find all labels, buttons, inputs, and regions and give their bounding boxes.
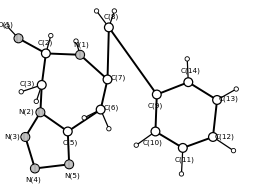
- Text: N(3): N(3): [4, 133, 19, 140]
- Circle shape: [5, 24, 9, 28]
- Circle shape: [208, 132, 217, 141]
- Circle shape: [14, 34, 23, 42]
- Circle shape: [76, 51, 84, 59]
- Circle shape: [112, 9, 116, 13]
- Circle shape: [185, 57, 189, 61]
- Circle shape: [152, 90, 161, 99]
- Circle shape: [19, 90, 23, 94]
- Circle shape: [103, 75, 112, 84]
- Circle shape: [49, 33, 53, 38]
- Circle shape: [76, 50, 85, 59]
- Text: C(9): C(9): [148, 102, 163, 109]
- Circle shape: [74, 39, 78, 43]
- Circle shape: [134, 143, 138, 147]
- Text: C(5): C(5): [63, 140, 78, 146]
- Text: N(1): N(1): [74, 41, 89, 48]
- Circle shape: [105, 23, 113, 32]
- Text: N(5): N(5): [64, 173, 80, 179]
- Text: O(1): O(1): [0, 22, 13, 29]
- Text: C(3): C(3): [20, 80, 35, 87]
- Circle shape: [36, 108, 45, 117]
- Text: N(4): N(4): [25, 177, 41, 183]
- Circle shape: [31, 164, 39, 173]
- Circle shape: [96, 105, 105, 114]
- Circle shape: [231, 149, 236, 153]
- Circle shape: [34, 99, 38, 104]
- Circle shape: [65, 160, 73, 168]
- Circle shape: [184, 78, 193, 87]
- Circle shape: [21, 133, 29, 141]
- Text: C(6): C(6): [104, 105, 119, 112]
- Text: C(11): C(11): [174, 156, 194, 163]
- Text: C(10): C(10): [143, 140, 163, 146]
- Text: C(2): C(2): [38, 39, 53, 46]
- Text: C(12): C(12): [215, 134, 234, 140]
- Circle shape: [65, 160, 74, 169]
- Circle shape: [94, 9, 99, 13]
- Circle shape: [37, 81, 46, 89]
- Circle shape: [82, 116, 86, 120]
- Circle shape: [41, 49, 50, 58]
- Circle shape: [63, 127, 72, 136]
- Circle shape: [31, 164, 39, 173]
- Text: C(7): C(7): [111, 75, 126, 81]
- Circle shape: [179, 172, 184, 176]
- Text: C(14): C(14): [181, 67, 201, 74]
- Circle shape: [36, 108, 44, 116]
- Text: C(8): C(8): [104, 13, 119, 20]
- Circle shape: [213, 96, 222, 104]
- Circle shape: [234, 87, 239, 91]
- Circle shape: [151, 127, 160, 136]
- Text: N(2): N(2): [18, 108, 34, 115]
- Circle shape: [21, 132, 30, 141]
- Circle shape: [178, 143, 187, 152]
- Text: C(13): C(13): [219, 95, 239, 102]
- Circle shape: [107, 127, 111, 131]
- Circle shape: [14, 34, 23, 43]
